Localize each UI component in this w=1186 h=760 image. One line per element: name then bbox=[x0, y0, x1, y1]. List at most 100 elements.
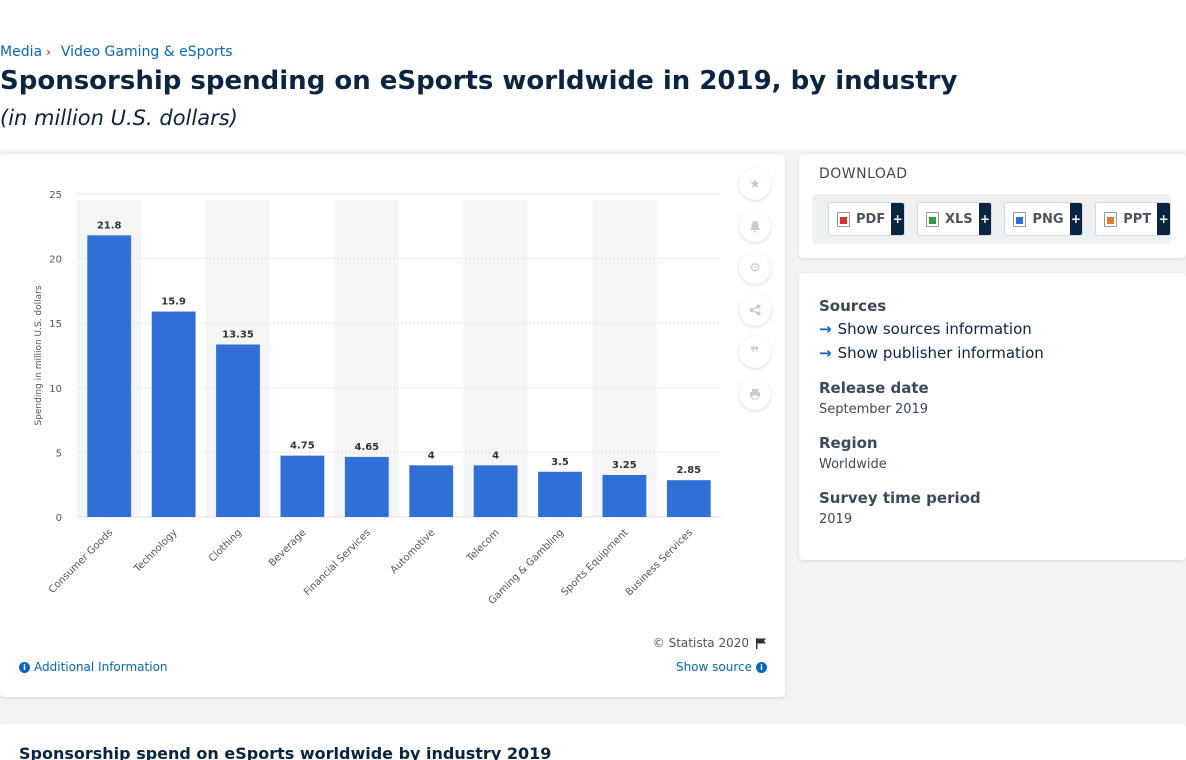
gear-icon: ⚙ bbox=[749, 260, 761, 276]
bar-value-label: 3.25 bbox=[612, 460, 637, 471]
download-buttons: PDF + XLS + PNG + PPT + bbox=[812, 194, 1172, 244]
arrow-right-icon: → bbox=[819, 320, 832, 338]
ppt-file-icon bbox=[1104, 211, 1118, 227]
x-tick-label: Telecom bbox=[464, 527, 501, 564]
bar bbox=[151, 311, 196, 517]
show-sources-label: Show sources information bbox=[837, 320, 1032, 338]
settings-button[interactable]: ⚙ bbox=[739, 252, 771, 284]
png-label: PNG bbox=[1032, 211, 1064, 227]
ppt-plus-icon: + bbox=[1157, 203, 1171, 235]
star-icon: ★ bbox=[749, 176, 761, 192]
xls-file-icon bbox=[925, 211, 939, 227]
x-tick-label: Technology bbox=[132, 527, 180, 575]
page-subtitle: (in million U.S. dollars) bbox=[0, 106, 238, 130]
sources-heading: Sources bbox=[819, 297, 887, 315]
breadcrumb-media-link[interactable]: Media bbox=[0, 44, 43, 60]
share-button[interactable] bbox=[739, 294, 771, 326]
y-tick-label: 10 bbox=[49, 384, 62, 395]
pdf-label: PDF bbox=[856, 211, 886, 227]
x-tick-label: Beverage bbox=[267, 527, 309, 569]
bar bbox=[666, 480, 711, 517]
x-tick-label: Sports Equipment bbox=[559, 527, 630, 598]
survey-period-heading: Survey time period bbox=[819, 489, 981, 507]
x-tick-label: Business Services bbox=[624, 527, 695, 598]
pdf-file-icon bbox=[837, 211, 850, 227]
bar bbox=[602, 475, 647, 517]
bar bbox=[87, 235, 132, 517]
download-pdf-button[interactable]: PDF + bbox=[828, 202, 905, 236]
bell-icon bbox=[750, 220, 760, 232]
bar-value-label: 15.9 bbox=[161, 297, 186, 308]
breadcrumb: Media › Video Gaming & eSports bbox=[0, 44, 233, 60]
bar-value-label: 3.5 bbox=[551, 457, 569, 468]
credit-text: © Statista 2020 bbox=[652, 636, 749, 650]
y-tick-label: 5 bbox=[56, 448, 62, 459]
bar bbox=[280, 455, 325, 517]
page-title: Sponsorship spending on eSports worldwid… bbox=[0, 66, 958, 96]
chart-toolbar: ★ ⚙ ❞ bbox=[739, 168, 771, 410]
x-tick-label: Financial Services bbox=[302, 527, 373, 598]
bar-value-label: 21.8 bbox=[97, 220, 122, 231]
bar-value-label: 4.75 bbox=[290, 441, 315, 452]
cite-button[interactable]: ❞ bbox=[739, 336, 771, 368]
share-icon bbox=[749, 304, 761, 316]
breadcrumb-gaming-link[interactable]: Video Gaming & eSports bbox=[60, 44, 233, 60]
x-tick-label: Automotive bbox=[389, 527, 438, 576]
x-tick-label: Consumer Goods bbox=[47, 527, 115, 595]
statista-credit: © Statista 2020 bbox=[653, 636, 767, 650]
bar-value-label: 2.85 bbox=[676, 465, 701, 476]
show-source-link[interactable]: Show source i bbox=[676, 660, 767, 674]
bar bbox=[538, 471, 582, 517]
favorite-button[interactable]: ★ bbox=[739, 168, 771, 200]
release-date-heading: Release date bbox=[819, 379, 929, 397]
info-icon: i bbox=[19, 661, 30, 673]
bar-value-label: 4.65 bbox=[354, 442, 379, 453]
description-title: Sponsorship spend on eSports worldwide b… bbox=[19, 744, 552, 760]
bar bbox=[344, 456, 389, 517]
quote-icon: ❞ bbox=[750, 342, 760, 362]
download-panel: DOWNLOAD PDF + XLS + PNG + bbox=[799, 154, 1186, 258]
bar bbox=[409, 465, 454, 517]
chart-card: 0 5 10 15 20 25 Spending in million U.S. dolla… bbox=[0, 154, 785, 697]
survey-period-value: 2019 bbox=[819, 512, 853, 527]
y-tick-label: 20 bbox=[49, 255, 62, 266]
print-icon bbox=[750, 389, 760, 400]
show-publisher-label: Show publisher information bbox=[837, 344, 1044, 362]
breadcrumb-separator: › bbox=[46, 45, 51, 59]
pdf-plus-icon: + bbox=[891, 203, 904, 235]
notification-button[interactable] bbox=[739, 210, 771, 242]
x-tick-label: Clothing bbox=[207, 527, 244, 564]
png-file-icon bbox=[1013, 211, 1027, 227]
bar-value-label: 4 bbox=[428, 450, 435, 461]
print-button[interactable] bbox=[739, 378, 771, 410]
bar-value-label: 4 bbox=[492, 450, 499, 461]
download-xls-button[interactable]: XLS + bbox=[916, 202, 993, 236]
png-plus-icon: + bbox=[1069, 203, 1083, 235]
header-band bbox=[0, 0, 1186, 150]
xls-label: XLS bbox=[944, 211, 973, 227]
show-source-label: Show source bbox=[675, 660, 752, 674]
description-card: Sponsorship spend on eSports worldwide b… bbox=[0, 724, 1186, 760]
region-value: Worldwide bbox=[819, 457, 887, 472]
show-publisher-link[interactable]: → Show publisher information bbox=[819, 344, 1044, 362]
bar bbox=[473, 465, 518, 517]
release-date-value: September 2019 bbox=[819, 402, 929, 417]
y-tick-label: 15 bbox=[49, 319, 62, 330]
y-tick-label: 0 bbox=[56, 513, 62, 524]
download-ppt-button[interactable]: PPT + bbox=[1095, 202, 1172, 236]
column-band bbox=[592, 200, 657, 517]
flag-icon[interactable] bbox=[755, 637, 767, 649]
show-sources-link[interactable]: → Show sources information bbox=[819, 320, 1032, 338]
y-axis-label: Spending in million U.S. dollars bbox=[34, 285, 44, 425]
download-png-button[interactable]: PNG + bbox=[1004, 202, 1084, 236]
bar-value-label: 13.35 bbox=[222, 330, 254, 341]
bar bbox=[216, 344, 260, 517]
ppt-label: PPT bbox=[1123, 211, 1152, 227]
region-heading: Region bbox=[819, 434, 878, 452]
bar-chart: 0 5 10 15 20 25 Spending in million U.S. dolla… bbox=[34, 190, 721, 607]
column-band bbox=[463, 200, 528, 517]
additional-information-label: Additional Information bbox=[34, 660, 168, 674]
statistic-details-panel: Sources → Show sources information → Sho… bbox=[799, 273, 1186, 560]
additional-information-link[interactable]: i Additional Information bbox=[19, 660, 168, 674]
x-tick-label: Gaming & Gambling bbox=[487, 527, 567, 607]
